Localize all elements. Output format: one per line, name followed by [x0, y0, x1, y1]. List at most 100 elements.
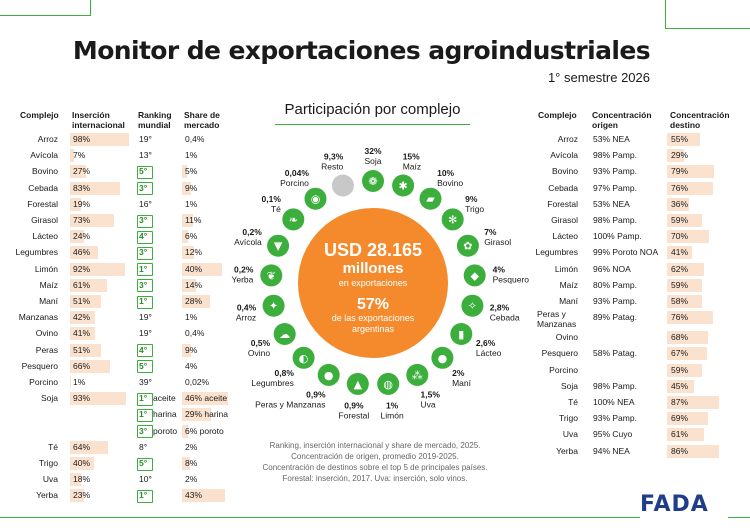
ring-marker	[377, 372, 400, 395]
ring-marker	[304, 187, 327, 210]
insercion-bar	[70, 311, 96, 325]
ring-marker	[431, 346, 454, 369]
ranking-value: 3°	[139, 182, 148, 193]
insercion-value: 1%	[73, 377, 86, 387]
frame-line-bottom-left	[0, 517, 640, 518]
origen-value: 93% Pamp.	[593, 296, 637, 306]
row-name: Avícola	[550, 150, 578, 161]
frame-line-top-right-h	[665, 28, 750, 29]
rice-icon: ✦	[269, 300, 278, 313]
insercion-value: 19%	[73, 198, 91, 209]
milk-icon: ▮	[458, 328, 464, 341]
destino-bar	[667, 295, 702, 308]
sheep-icon: ☁	[279, 328, 290, 341]
page-title: Monitor de exportaciones agroindustriale…	[72, 36, 651, 65]
insercion-value: 27%	[73, 166, 91, 177]
ring-pct: 0,1%	[262, 194, 282, 204]
destino-bar	[667, 278, 703, 292]
ring-name: Avícola	[234, 237, 262, 247]
destino-bar	[667, 246, 692, 260]
insercion-bar	[70, 165, 87, 179]
center-circle	[298, 208, 448, 358]
barley-icon: ✧	[468, 300, 477, 313]
brand-logo: FADA	[640, 492, 709, 517]
soja-product-label: aceite	[153, 393, 176, 404]
row-name: Té	[48, 441, 58, 452]
ring-name: Maíz	[403, 162, 421, 172]
ring-marker	[419, 187, 442, 210]
ring-marker	[456, 234, 479, 257]
row-name: Maíz	[39, 279, 58, 290]
ring-pct: 0,5%	[251, 338, 271, 348]
row-name: Girasol	[31, 215, 58, 225]
ring-pct: 9%	[465, 194, 478, 204]
ring-marker	[260, 264, 283, 287]
share-value: 0,4%	[185, 328, 205, 339]
center-share-caption-2: argentinas	[352, 324, 395, 334]
leaf-icon: ❦	[267, 269, 276, 282]
row-name: Porcino	[29, 377, 58, 387]
ranking-value: 16°	[139, 198, 152, 209]
ranking-value: 5°	[139, 360, 148, 371]
destino-bar	[667, 396, 720, 409]
ring-marker	[273, 323, 296, 345]
destino-value: 45%	[671, 380, 689, 391]
share-bar	[182, 489, 225, 503]
soja-share-value: 6% poroto	[185, 425, 224, 436]
soja-ranking-box	[137, 425, 153, 439]
ring-pct: 9,3%	[324, 152, 344, 162]
destino-value: 29%	[671, 150, 689, 161]
insercion-bar	[70, 246, 98, 260]
frame-line-top-vertical	[90, 0, 91, 16]
ring-name: Uva	[421, 399, 436, 409]
origen-value: 53% NEA	[593, 134, 630, 144]
insercion-bar	[70, 457, 94, 470]
page-subtitle: 1° semestre 2026	[547, 70, 650, 85]
right-header-origen: Concentración origen	[592, 110, 652, 130]
share-value: 8%	[185, 458, 198, 468]
row-name: Peras y Manzanas	[537, 309, 577, 330]
ring-pct: 1,5%	[421, 389, 441, 399]
footnote-4: Forestal: inserción, 2017. Uva: inserció…	[282, 474, 468, 483]
insercion-bar	[70, 489, 84, 503]
ranking-value: 3°	[139, 215, 148, 225]
ranking-value: 5°	[139, 166, 148, 177]
destino-bar	[667, 444, 719, 458]
left-header-insercion: Inserción internacional	[72, 110, 125, 130]
share-value: 12%	[185, 247, 203, 258]
row-name: Porcino	[549, 364, 578, 375]
origen-value: 100% Pamp.	[593, 231, 642, 242]
insercion-bar	[70, 343, 101, 357]
ring-name: Forestal	[339, 411, 370, 421]
share-value: 2%	[185, 441, 198, 452]
row-name: Yerba	[556, 445, 578, 456]
row-name: Limón	[554, 263, 578, 274]
ring-name: Pesquero	[493, 274, 530, 284]
ring-name: Arroz	[236, 313, 256, 323]
soja-product-label: poroto	[153, 425, 178, 436]
ranking-box	[137, 360, 153, 374]
origen-value: 100% NEA	[593, 397, 635, 407]
insercion-bar	[70, 327, 95, 341]
insercion-bar	[70, 133, 129, 146]
share-bar	[182, 295, 210, 308]
ranking-value: 1°	[139, 263, 148, 274]
fish-icon: ◆	[470, 269, 479, 282]
share-value: 6%	[185, 231, 198, 242]
ring-marker	[392, 174, 415, 197]
origen-value: 99% Poroto NOA	[593, 247, 659, 258]
ring-pct: 32%	[364, 146, 381, 156]
soja-ranking-box	[137, 392, 153, 406]
row-name: Uva	[42, 474, 58, 485]
center-title: Participación por complejo	[284, 101, 461, 118]
ring-marker	[450, 323, 473, 345]
insercion-value: 51%	[73, 296, 91, 306]
ring-name: Porcino	[280, 178, 309, 188]
ranking-box	[137, 165, 153, 179]
row-name: Legumbres	[15, 247, 58, 258]
destino-bar	[667, 379, 694, 393]
lemon-icon: ◍	[383, 378, 393, 391]
row-name: Girasol	[551, 215, 578, 225]
ring-name: Yerba	[231, 274, 253, 284]
